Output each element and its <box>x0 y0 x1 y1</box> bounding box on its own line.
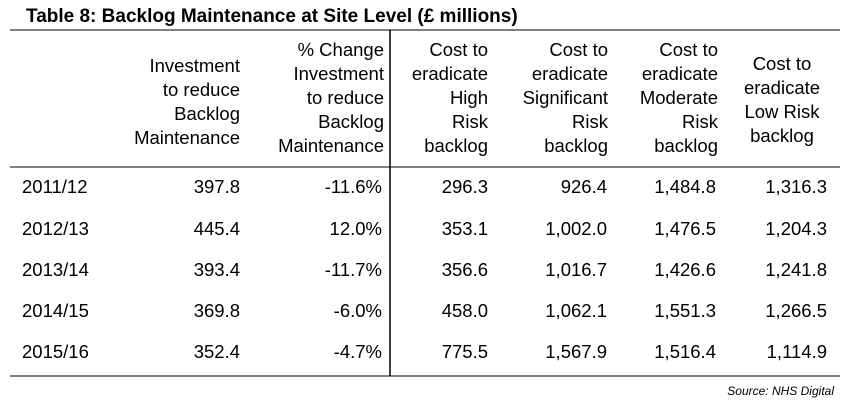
cell-investment: 393.4 <box>193 259 240 280</box>
col-header-low-risk: Cost to eradicate Low Risk backlog <box>743 53 821 146</box>
cell-pct-change: 12.0% <box>329 218 382 239</box>
table-title: Table 8: Backlog Maintenance at Site Lev… <box>26 6 518 27</box>
cell-moderate-risk: 1,484.8 <box>654 176 716 197</box>
cell-significant-risk: 1,016.7 <box>545 259 607 280</box>
cell-moderate-risk: 1,476.5 <box>654 218 716 239</box>
cell-pct-change: -11.6% <box>324 176 382 197</box>
row-year: 2015/16 <box>22 341 89 362</box>
cell-significant-risk: 926.4 <box>560 176 607 197</box>
row-year: 2012/13 <box>22 218 89 239</box>
cell-investment: 369.8 <box>193 300 240 321</box>
cell-pct-change: -6.0% <box>333 300 382 321</box>
cell-significant-risk: 1,002.0 <box>545 218 607 239</box>
cell-low-risk: 1,316.3 <box>765 176 827 197</box>
col-header-high-risk: Cost to eradicate High Risk backlog <box>411 39 488 156</box>
cell-pct-change: -11.7% <box>324 259 382 280</box>
cell-moderate-risk: 1,426.6 <box>654 259 716 280</box>
cell-high-risk: 775.5 <box>441 341 488 362</box>
cell-low-risk: 1,204.3 <box>765 218 827 239</box>
source-note: Source: NHS Digital <box>727 384 834 398</box>
cell-moderate-risk: 1,551.3 <box>654 300 716 321</box>
cell-pct-change: -4.7% <box>333 341 382 362</box>
cell-low-risk: 1,114.9 <box>766 341 827 362</box>
row-year: 2013/14 <box>22 259 89 280</box>
cell-high-risk: 356.6 <box>441 259 488 280</box>
cell-high-risk: 458.0 <box>441 300 488 321</box>
cell-significant-risk: 1,567.9 <box>545 341 607 362</box>
cell-low-risk: 1,266.5 <box>765 300 827 321</box>
cell-investment: 352.4 <box>193 341 240 362</box>
col-header-investment: Investment to reduce Backlog Maintenance <box>134 55 240 148</box>
cell-investment: 445.4 <box>193 218 240 239</box>
cell-low-risk: 1,241.8 <box>765 259 827 280</box>
cell-high-risk: 353.1 <box>441 218 488 239</box>
cell-investment: 397.8 <box>193 176 240 197</box>
cell-moderate-risk: 1,516.4 <box>654 341 716 362</box>
cell-high-risk: 296.3 <box>441 176 488 197</box>
row-year: 2011/12 <box>22 176 88 197</box>
col-header-pct-change: % Change Investment to reduce Backlog Ma… <box>278 39 384 156</box>
col-header-moderate-risk: Cost to eradicate Moderate Risk backlog <box>639 39 718 156</box>
col-header-significant-risk: Cost to eradicate Significant Risk backl… <box>522 39 608 156</box>
cell-significant-risk: 1,062.1 <box>545 300 607 321</box>
row-year: 2014/15 <box>22 300 89 321</box>
